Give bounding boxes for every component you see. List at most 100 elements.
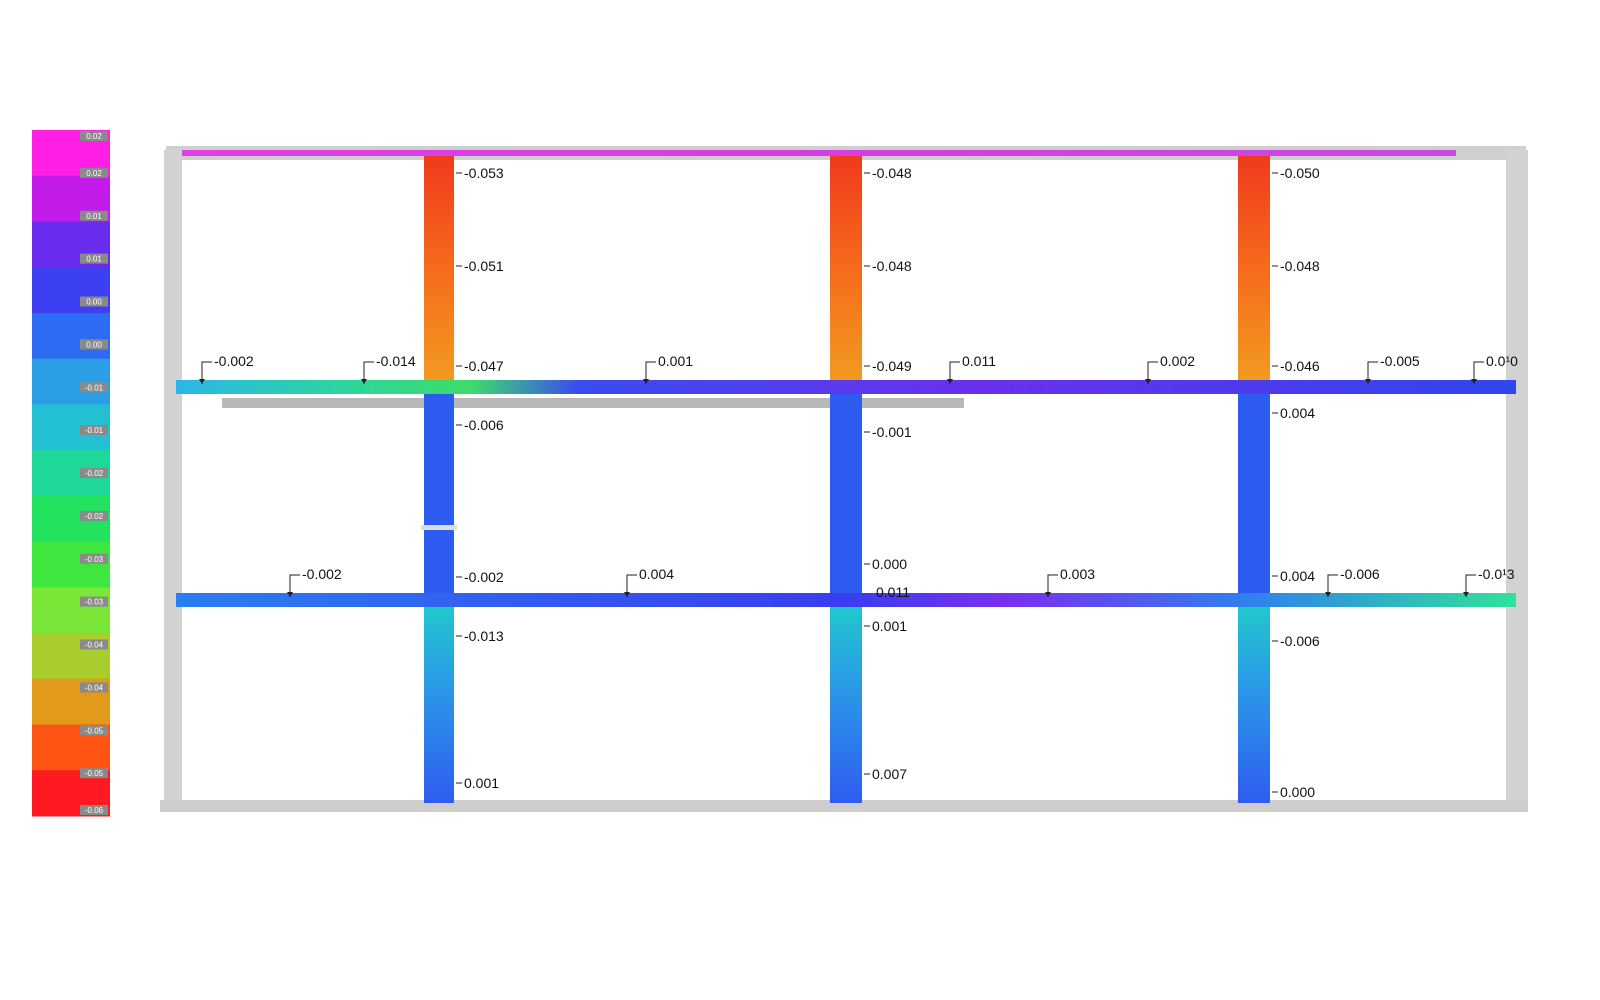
deviation-label: -0.047	[464, 358, 504, 374]
legend-tick-bg	[80, 253, 108, 264]
label-leader	[289, 574, 300, 597]
color-scale-legend: 0.02 0.02 0.01 0.01 0.00 0.00 -0.01 -0.01 -0.02 -…	[32, 130, 110, 817]
deviation-label: -0.002	[302, 566, 342, 582]
label-arrow	[199, 379, 205, 384]
label-leader	[1465, 574, 1476, 597]
legend-tick-bg	[80, 382, 108, 393]
label-leader	[949, 361, 960, 384]
legend-tick-label: -0.02	[85, 469, 104, 478]
deviation-label: 0.001	[464, 775, 499, 791]
deviation-label: -0.048	[872, 258, 912, 274]
legend-tick-label: -0.03	[85, 598, 104, 607]
deviation-label: -0.051	[464, 258, 504, 274]
legend-tick-label: 0.01	[86, 255, 102, 264]
lower-column-left	[424, 607, 454, 803]
legend-tick-label: -0.06	[85, 806, 104, 815]
legend-tick-label: -0.02	[85, 512, 104, 521]
deviation-label: 0.011	[962, 353, 996, 369]
upper-column-right	[1238, 156, 1270, 380]
legend-tick-bg	[80, 682, 108, 693]
legend-tick-bg	[80, 639, 108, 650]
label-arrow	[1471, 379, 1477, 384]
deviation-label: -0.014	[376, 353, 416, 369]
legend-tick-bg	[80, 167, 108, 178]
label-arrow	[287, 592, 293, 597]
deviation-label: 0.003	[1060, 566, 1095, 582]
legend-tick-label: 0.02	[86, 169, 102, 178]
deviation-label: -0.0¹3	[1478, 566, 1515, 582]
legend-tick-bg	[80, 468, 108, 478]
label-leader	[1367, 361, 1378, 384]
lower-column-center	[830, 607, 862, 803]
legend-tick-bg	[80, 805, 108, 815]
label-arrow	[1145, 379, 1151, 384]
legend-tick-label: -0.05	[85, 726, 104, 735]
legend-band	[32, 587, 110, 634]
frame-top-edge	[176, 150, 1456, 156]
legend-tick-bg	[80, 210, 108, 221]
legend-tick-bg	[80, 553, 108, 564]
legend-tick-label: 0.00	[86, 298, 102, 307]
label-arrow	[1463, 592, 1469, 597]
label-arrow	[947, 379, 953, 384]
label-leader	[645, 361, 656, 384]
label-leader	[1327, 574, 1338, 597]
legend-tick-bg	[80, 596, 108, 607]
legend-tick-label: 0.02	[86, 132, 102, 141]
label-arrow	[1045, 592, 1051, 597]
label-leader	[1047, 574, 1058, 597]
label-leader	[1473, 361, 1484, 384]
deviation-label: -0.048	[872, 165, 912, 181]
deviation-label: 0.011	[876, 584, 910, 600]
legend-tick-label: -0.01	[85, 383, 104, 392]
legend-band	[32, 541, 110, 588]
label-arrow	[361, 379, 367, 384]
deviation-label: 0.0¹0	[1486, 353, 1518, 369]
deviation-label: -0.006	[1340, 566, 1380, 582]
legend-tick-label: 0.01	[86, 212, 102, 221]
label-leader	[363, 361, 374, 384]
legend-tick-label: 0.00	[86, 340, 102, 349]
deviation-label: -0.053	[464, 165, 504, 181]
middle-column-left	[424, 394, 454, 593]
deviation-label: 0.004	[1280, 568, 1315, 584]
deviation-label: 0.001	[658, 353, 693, 369]
label-leader	[626, 574, 637, 597]
legend-tick-bg	[80, 768, 108, 779]
legend-band	[32, 312, 110, 360]
deviation-label: 0.004	[1280, 405, 1315, 421]
deviation-label: -0.005	[1380, 353, 1420, 369]
legend-tick-bg	[80, 510, 108, 521]
upper-column-center	[830, 156, 862, 380]
middle-column-center	[830, 394, 862, 593]
label-arrow	[643, 379, 649, 384]
deviation-label: -0.001	[872, 424, 912, 440]
legend-tick-label: -0.04	[85, 641, 104, 650]
structure-frame	[160, 146, 1528, 812]
label-arrow	[1365, 379, 1371, 384]
deviation-label: -0.006	[464, 417, 504, 433]
frame-left	[164, 150, 182, 810]
columns	[421, 156, 1270, 803]
legend-tick-label: -0.01	[85, 426, 104, 435]
deviation-labels: -0.053 -0.051 -0.047 -0.048 -0.048 -0.049 -0.0…	[199, 165, 1518, 800]
legend-tick-label: -0.04	[85, 683, 104, 692]
label-arrow	[624, 592, 630, 597]
legend-tick-bg	[80, 131, 108, 141]
deviation-label: 0.000	[872, 556, 907, 572]
label-leader	[201, 361, 212, 384]
legend-tick-bg	[80, 339, 108, 350]
deviation-label: -0.049	[872, 358, 912, 374]
lower-column-right	[1238, 607, 1270, 803]
deviation-label: -0.002	[214, 353, 254, 369]
label-arrow	[1325, 592, 1331, 597]
deviation-label: -0.050	[1280, 165, 1320, 181]
deviation-label: -0.002	[464, 569, 504, 585]
column-bracket	[421, 525, 457, 530]
legend-band	[32, 358, 110, 405]
deviation-label: -0.048	[1280, 258, 1320, 274]
deviation-label: 0.007	[872, 766, 907, 782]
legend-tick-label: -0.03	[85, 555, 104, 564]
deviation-label: 0.001	[872, 618, 907, 634]
